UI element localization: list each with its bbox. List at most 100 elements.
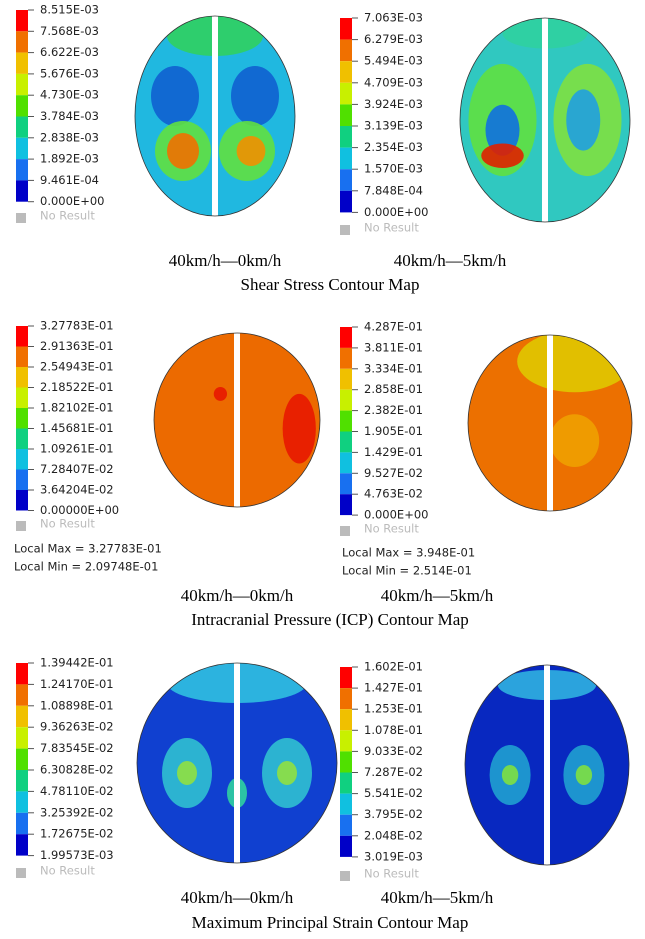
caption: 40km/h—0km/h (169, 251, 282, 270)
legend-swatch (16, 429, 28, 450)
legend-swatch (16, 834, 28, 855)
legend-label: 4.763E-02 (364, 487, 423, 501)
legend-label: 6.622E-03 (40, 45, 99, 59)
legend-swatch (16, 117, 28, 138)
legend-label: 3.924E-03 (364, 97, 423, 111)
legend-swatch (340, 751, 352, 772)
legend-swatch (16, 74, 28, 95)
no-result-swatch (340, 526, 350, 536)
legend-label: 7.83545E-02 (40, 741, 114, 755)
legend-swatch (340, 191, 352, 213)
legend-label: 0.000E+00 (364, 508, 428, 522)
caption: 40km/h—5km/h (381, 586, 494, 605)
legend-swatch (16, 490, 28, 511)
legend-label: 2.838E-03 (40, 130, 99, 144)
legend-swatch (16, 53, 28, 74)
legend-label: 3.784E-03 (40, 109, 99, 123)
legend-label: 1.253E-01 (364, 702, 423, 716)
legend-swatch (340, 473, 352, 494)
legend-label: 1.905E-01 (364, 424, 423, 438)
legend-swatch (16, 791, 28, 812)
no-result-swatch (16, 521, 26, 531)
caption: 40km/h—0km/h (181, 586, 294, 605)
legend-label: 3.25392E-02 (40, 805, 114, 819)
legend-swatch (340, 815, 352, 836)
fissure (234, 333, 240, 507)
legend-label: 1.892E-03 (40, 152, 99, 166)
contour-region (277, 761, 297, 785)
legend-swatch (16, 138, 28, 159)
legend-swatch (340, 794, 352, 815)
no-result-swatch (340, 871, 350, 881)
legend-label: 5.541E-02 (364, 786, 423, 800)
contour-region (517, 331, 632, 393)
local-max: Local Max = 3.27783E-01 (14, 542, 162, 556)
legend-swatch (340, 369, 352, 390)
legend-label: 2.354E-03 (364, 140, 423, 154)
legend-swatch (16, 684, 28, 705)
contour-region (151, 66, 199, 126)
no-result-swatch (16, 213, 26, 223)
no-result-label: No Result (40, 864, 95, 878)
legend-label: 1.39442E-01 (40, 656, 114, 670)
legend-label: 1.09261E-01 (40, 442, 114, 456)
legend-swatch (340, 327, 352, 348)
legend-label: 7.848E-04 (364, 183, 423, 197)
legend-label: 0.000E+00 (40, 194, 104, 208)
legend-swatch (340, 688, 352, 709)
legend-label: 7.287E-02 (364, 765, 423, 779)
legend-label: 9.033E-02 (364, 744, 423, 758)
contour-region (576, 765, 592, 785)
legend-swatch (340, 83, 352, 105)
legend-label: 1.427E-01 (364, 681, 423, 695)
legend-label: 7.28407E-02 (40, 462, 114, 476)
legend-swatch (16, 408, 28, 429)
panel-title: Maximum Principal Strain Contour Map (192, 913, 469, 932)
legend-swatch (16, 813, 28, 834)
legend-swatch (340, 667, 352, 688)
caption: 40km/h—5km/h (381, 888, 494, 907)
legend-swatch (340, 18, 352, 40)
legend-swatch (340, 411, 352, 432)
legend-swatch (16, 727, 28, 748)
contour-region (550, 414, 599, 467)
legend-swatch (340, 730, 352, 751)
legend-swatch (16, 159, 28, 180)
figure: 8.515E-037.568E-036.622E-035.676E-034.73… (0, 0, 645, 939)
contour-region (177, 761, 197, 785)
legend-label: 3.019E-03 (364, 849, 423, 863)
legend-label: 5.676E-03 (40, 66, 99, 80)
legend-swatch (340, 169, 352, 191)
legend-label: 4.287E-01 (364, 320, 423, 334)
legend-label: 4.709E-03 (364, 75, 423, 89)
legend-label: 1.24170E-01 (40, 677, 114, 691)
legend-label: 3.64204E-02 (40, 483, 114, 497)
legend-label: 9.461E-04 (40, 173, 99, 187)
caption: 40km/h—0km/h (181, 888, 294, 907)
legend-label: 7.063E-03 (364, 11, 423, 25)
legend-swatch (340, 390, 352, 411)
panel-title: Intracranial Pressure (ICP) Contour Map (191, 610, 469, 629)
legend-label: 6.279E-03 (364, 32, 423, 46)
legend-label: 2.18522E-01 (40, 380, 114, 394)
legend-swatch (16, 470, 28, 491)
legend-label: 7.568E-03 (40, 24, 99, 38)
legend-label: 2.91363E-01 (40, 339, 114, 353)
legend-swatch (16, 347, 28, 368)
legend-swatch (16, 95, 28, 116)
legend-swatch (340, 773, 352, 794)
legend-swatch (340, 348, 352, 369)
legend-swatch (340, 40, 352, 62)
no-result-swatch (340, 225, 350, 235)
fissure (212, 16, 218, 216)
legend-swatch (16, 10, 28, 31)
no-result-label: No Result (40, 517, 95, 531)
legend-label: 3.334E-01 (364, 361, 423, 375)
legend-label: 0.00000E+00 (40, 503, 119, 517)
legend-label: 1.078E-01 (364, 723, 423, 737)
legend-label: 0.000E+00 (364, 205, 428, 219)
legend-swatch (340, 452, 352, 473)
fissure (234, 663, 240, 863)
no-result-label: No Result (364, 867, 419, 881)
legend-label: 5.494E-03 (364, 54, 423, 68)
